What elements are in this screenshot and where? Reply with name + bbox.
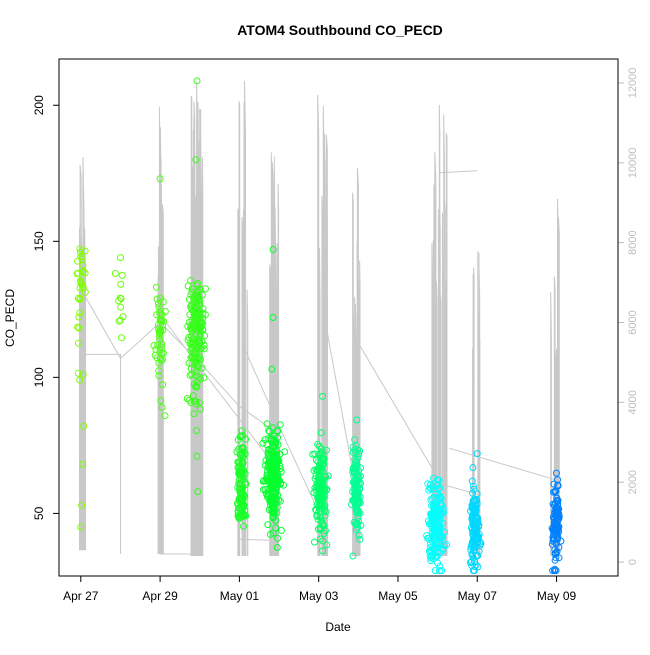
altitude-trace <box>444 197 445 556</box>
x-tick-label: May 05 <box>378 589 418 603</box>
y2-tick-label: 10000 <box>627 148 639 179</box>
altitude-connector <box>81 354 121 554</box>
x-tick-label: Apr 27 <box>63 589 99 603</box>
co-data-point <box>203 286 209 292</box>
altitude-connector <box>360 346 477 494</box>
altitude-connector <box>450 448 557 480</box>
co-data-point <box>118 281 124 287</box>
y2-tick-label: 12000 <box>627 68 639 99</box>
altitude-trace <box>158 246 159 554</box>
y2-tick-label: 4000 <box>627 390 639 414</box>
x-tick-label: May 03 <box>299 589 339 603</box>
co-data-point <box>312 539 318 545</box>
co-data-point <box>112 271 118 277</box>
y2-tick-label: 6000 <box>627 310 639 334</box>
y-tick-label: 150 <box>32 231 46 251</box>
plot-frame <box>59 59 618 576</box>
y-axis-label: CO_PECD <box>3 289 17 347</box>
y-tick-label: 100 <box>32 367 46 387</box>
altitude-connector <box>440 171 478 173</box>
chart-title: ATOM4 Southbound CO_PECD <box>237 22 443 38</box>
y2-tick-label: 0 <box>627 559 639 565</box>
co-data-point <box>119 272 125 278</box>
co-data-point <box>278 528 284 534</box>
altitude-trace <box>160 198 161 554</box>
x-tick-label: Apr 29 <box>142 589 178 603</box>
x-tick-label: May 01 <box>220 589 260 603</box>
altitude-connector <box>245 350 320 516</box>
altitude-trace <box>446 133 447 556</box>
co-data-point <box>119 335 125 341</box>
altitude-connector <box>81 289 279 435</box>
altitude-connector <box>166 323 275 467</box>
y-tick-label: 50 <box>32 506 46 520</box>
x-tick-label: May 07 <box>458 589 498 603</box>
x-tick-label: May 09 <box>537 589 577 603</box>
y2-tick-label: 8000 <box>627 230 639 254</box>
x-axis-label: Date <box>325 620 351 634</box>
co-data-point <box>118 255 124 261</box>
y-tick-label: 200 <box>32 95 46 115</box>
co-data-point <box>118 304 124 310</box>
altitude-trace <box>163 204 164 554</box>
y2-tick-label: 2000 <box>627 470 639 494</box>
